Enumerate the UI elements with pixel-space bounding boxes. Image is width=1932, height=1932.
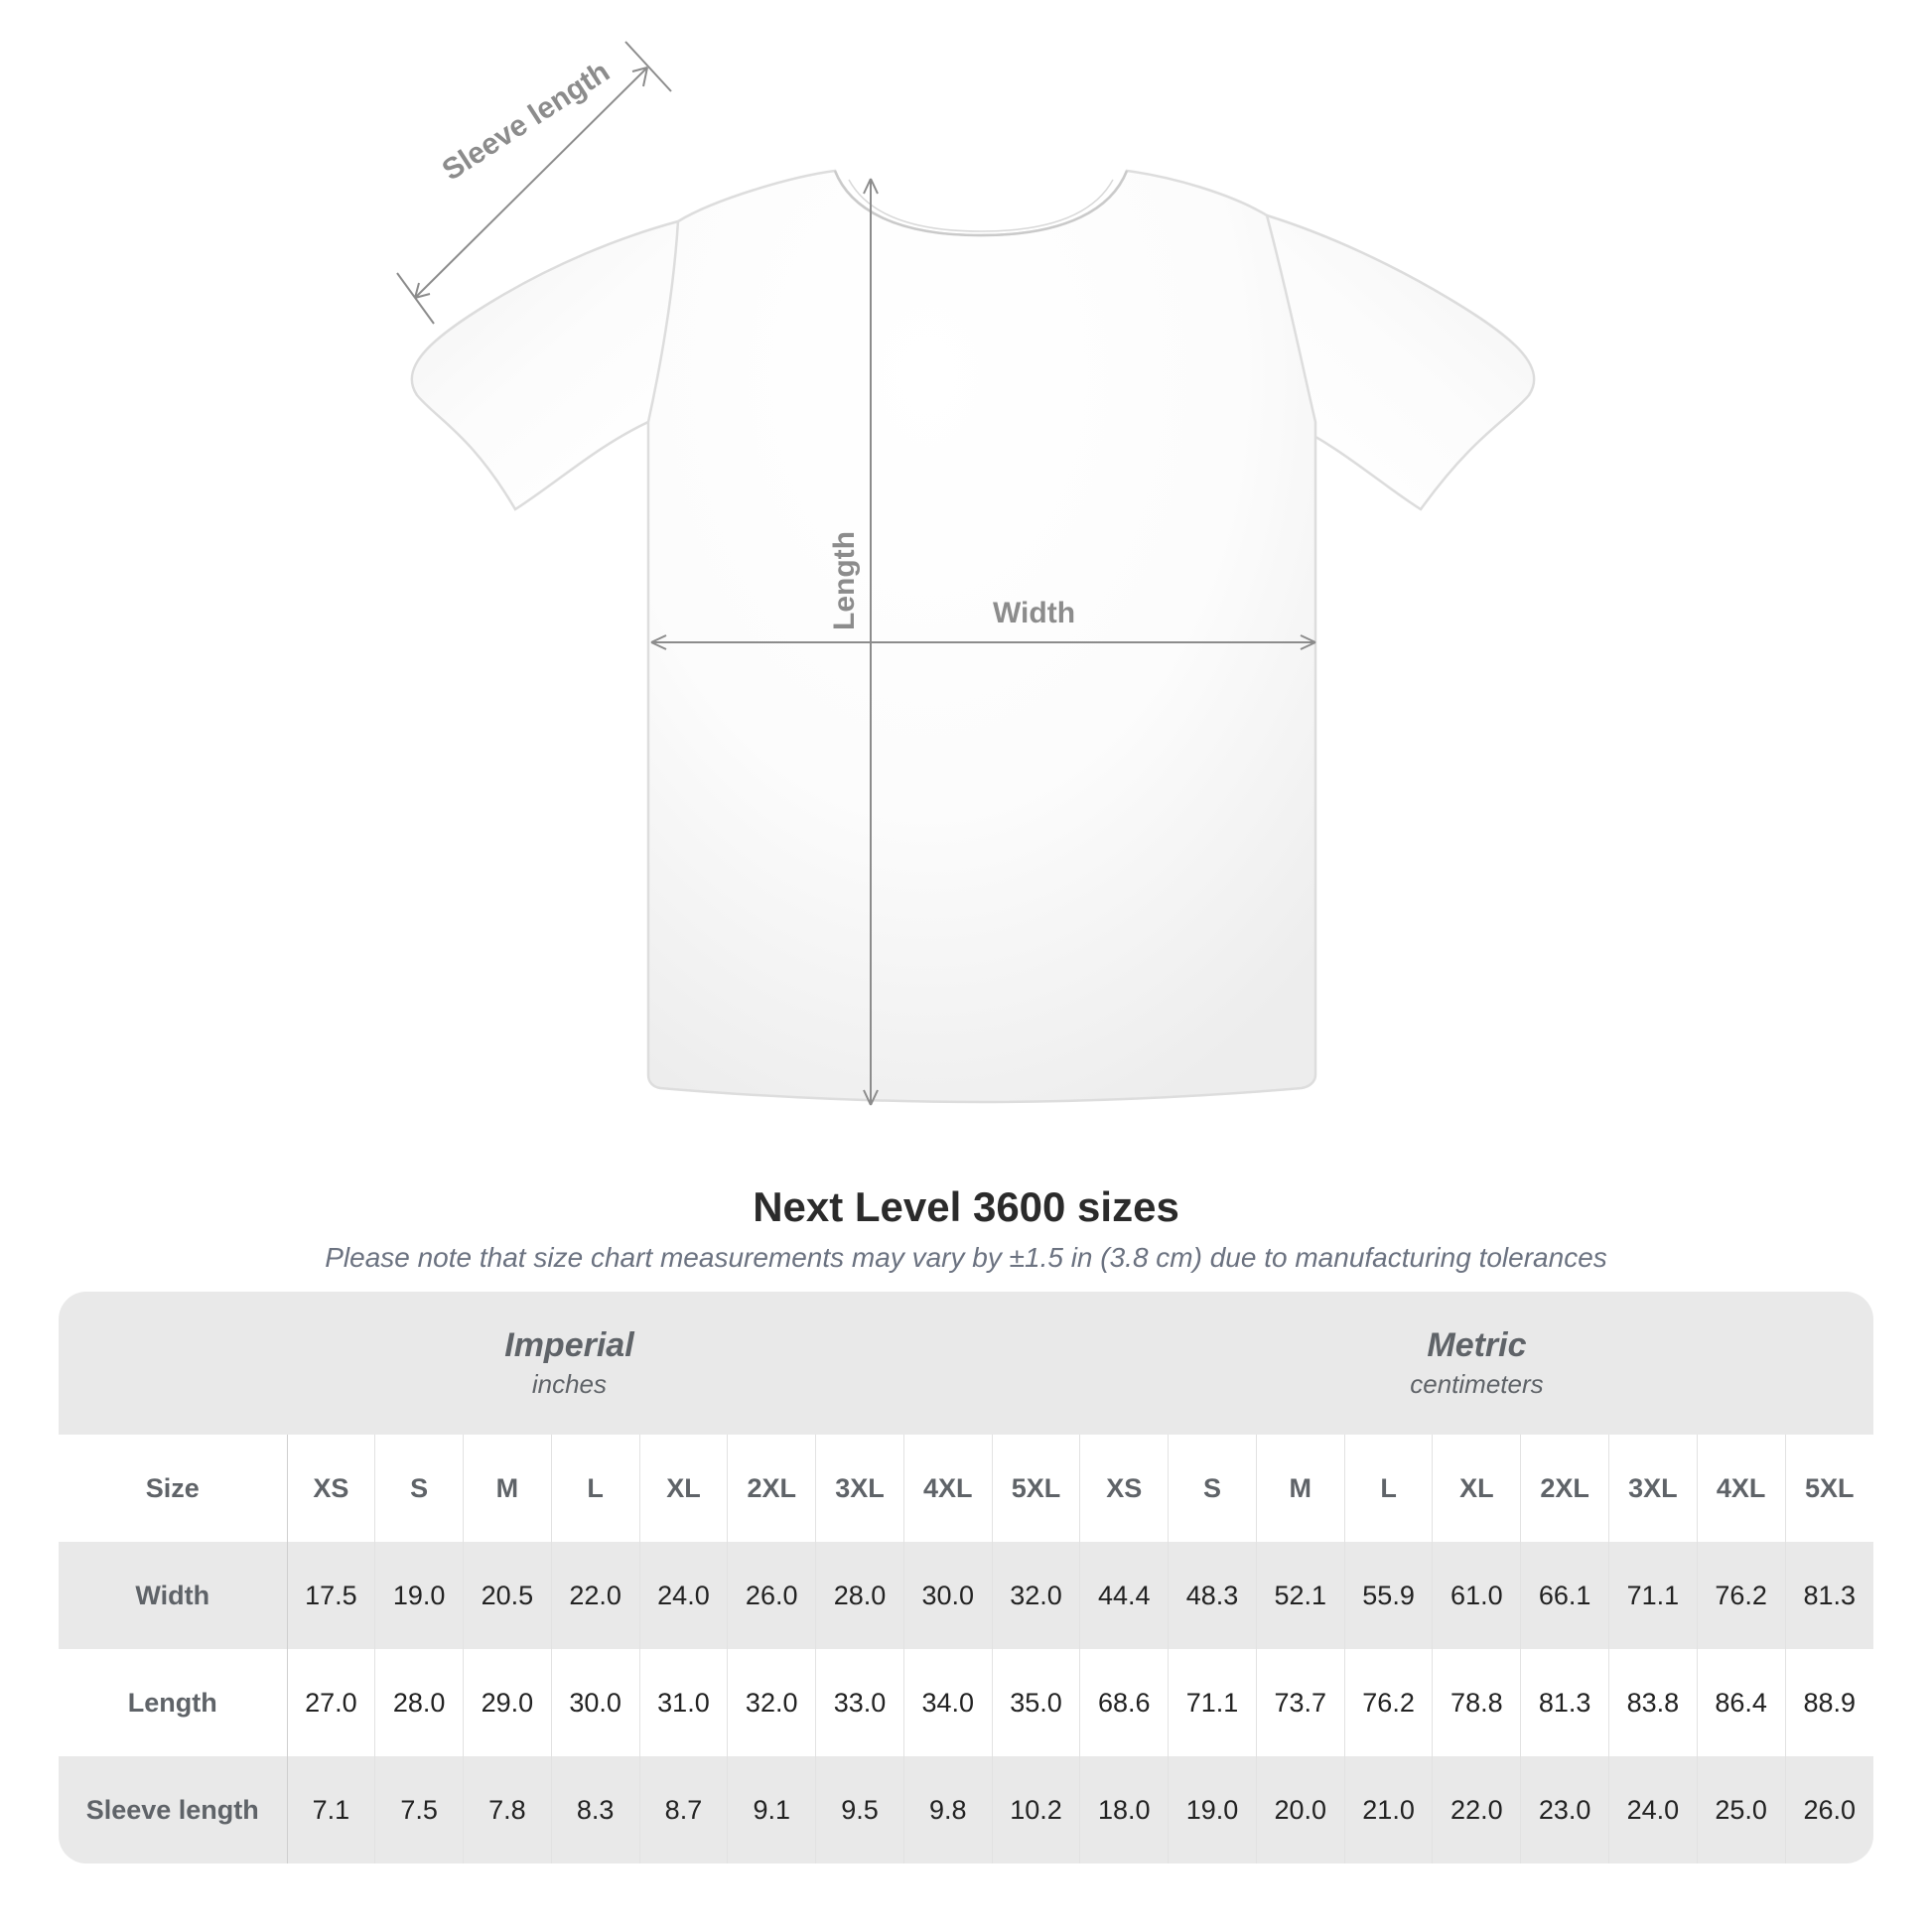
svg-text:Width: Width — [993, 597, 1075, 629]
svg-text:Length: Length — [828, 531, 861, 630]
svg-text:Sleeve length: Sleeve length — [437, 56, 616, 188]
